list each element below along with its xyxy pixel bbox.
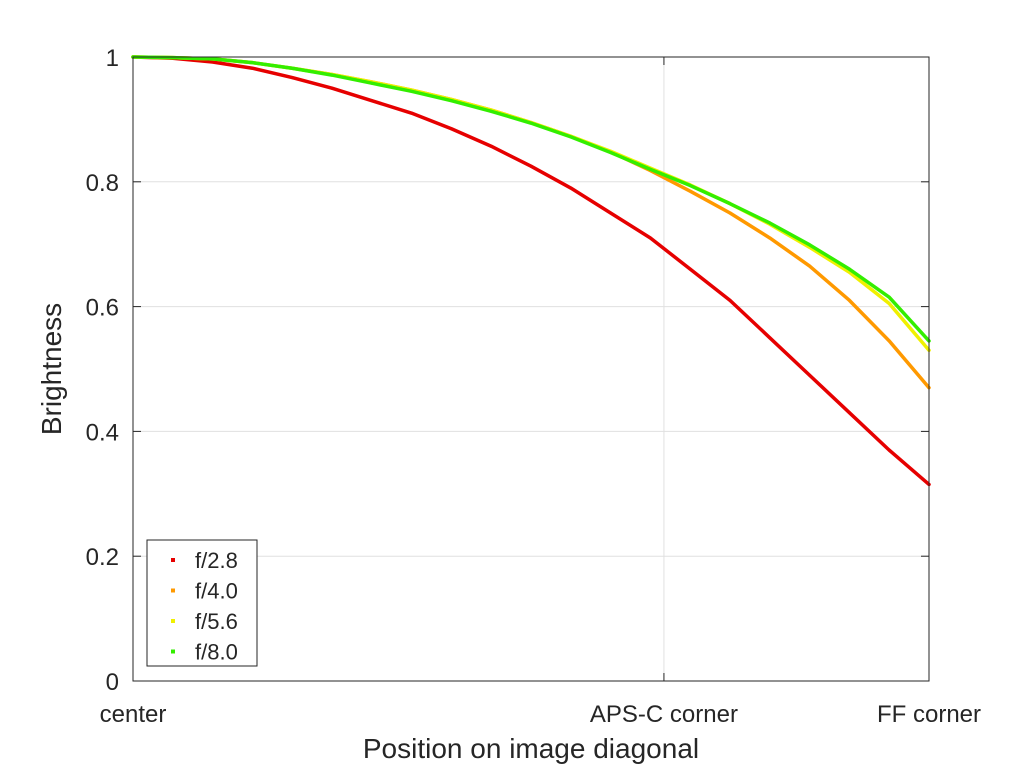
legend-marker [171, 619, 175, 623]
data-point [847, 298, 851, 302]
data-point [569, 186, 573, 190]
data-point [648, 236, 652, 240]
data-point [688, 267, 692, 271]
data-point [728, 211, 732, 215]
data-point [847, 267, 851, 271]
data-point [609, 150, 613, 154]
y-tick-label: 0 [106, 669, 119, 696]
plot-frame [132, 56, 930, 682]
data-point [688, 189, 692, 193]
y-tick-label: 0.4 [86, 419, 119, 446]
legend-label: f/5.6 [195, 609, 238, 634]
data-point [290, 76, 294, 80]
legend: f/2.8 f/4.0 f/5.6 f/8.0 [146, 539, 258, 667]
axis-ticks: 0 0.2 0.4 0.6 0.8 1 center APS-C corner FF corne… [86, 45, 981, 728]
data-point [529, 121, 533, 125]
data-point [887, 295, 891, 299]
data-point [410, 111, 414, 115]
data-point [489, 144, 493, 148]
x-tick-label: FF corner [877, 701, 981, 728]
legend-label: f/4.0 [195, 579, 238, 604]
data-point [887, 448, 891, 452]
data-point [250, 66, 254, 70]
legend-label: f/8.0 [195, 640, 238, 665]
legend-marker [171, 558, 175, 562]
data-point [489, 109, 493, 113]
data-point [768, 336, 772, 340]
y-tick-label: 1 [106, 45, 119, 72]
series-lines [131, 55, 931, 487]
data-point [569, 135, 573, 139]
y-tick-label: 0.6 [86, 295, 119, 322]
data-point [648, 167, 652, 171]
data-point [609, 211, 613, 215]
data-point [370, 81, 374, 85]
data-point [330, 73, 334, 77]
data-point [768, 221, 772, 225]
data-point [449, 99, 453, 103]
y-tick-label: 0.8 [86, 170, 119, 197]
legend-label: f/2.8 [195, 548, 238, 573]
data-point [688, 184, 692, 188]
data-point [529, 164, 533, 168]
y-tick-label: 0.2 [86, 544, 119, 571]
data-point [290, 66, 294, 70]
data-point [887, 301, 891, 305]
data-point [211, 57, 215, 61]
legend-box [146, 539, 258, 667]
data-point [728, 202, 732, 206]
data-point [768, 236, 772, 240]
x-axis-label: Position on image diagonal [363, 733, 699, 764]
x-tick-label: APS-C corner [590, 701, 738, 728]
data-point [410, 89, 414, 93]
x-tick-label: center [100, 701, 167, 728]
data-point [808, 243, 812, 247]
data-point [887, 339, 891, 343]
data-point [370, 99, 374, 103]
legend-marker [171, 649, 175, 654]
data-point [808, 264, 812, 268]
data-point [211, 60, 215, 64]
data-point [330, 86, 334, 90]
data-point [250, 61, 254, 65]
data-point [847, 411, 851, 415]
data-point [808, 373, 812, 377]
data-point [449, 127, 453, 131]
data-point [728, 298, 732, 302]
legend-marker [171, 588, 175, 593]
y-axis-label: Brightness [36, 303, 67, 435]
